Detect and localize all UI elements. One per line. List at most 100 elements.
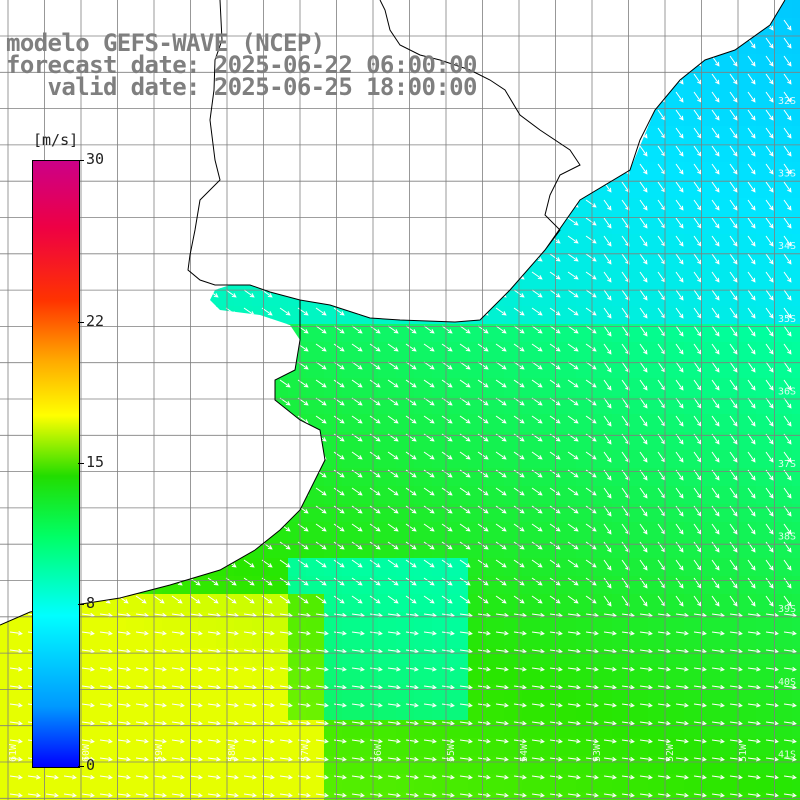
wind-arrow (423, 738, 437, 744)
wind-arrow (333, 271, 345, 280)
colorbar-tick-label: 0 (86, 756, 96, 774)
wind-arrow (693, 109, 702, 121)
wind-arrow (423, 145, 435, 154)
wind-arrow (729, 127, 738, 139)
wind-arrow (387, 774, 401, 780)
sea-cell (0, 666, 19, 685)
wind-arrow (315, 109, 327, 118)
sea-cell (324, 540, 343, 559)
wind-arrow (9, 702, 23, 708)
wind-arrow (477, 181, 489, 190)
wind-arrow (45, 774, 59, 780)
sea-cell (216, 792, 235, 800)
sea-cell (252, 450, 271, 469)
sea-cell (144, 126, 163, 145)
sea-cell (738, 18, 757, 37)
wind-arrow (603, 307, 612, 319)
wind-arrow (459, 738, 473, 744)
sea-cell (702, 72, 721, 91)
wind-arrow (675, 630, 689, 636)
wind-arrow (477, 379, 489, 388)
sea-cell (414, 486, 433, 505)
wind-arrow (369, 451, 381, 460)
sea-cell (702, 558, 721, 577)
wind-arrow (189, 774, 203, 780)
wind-arrow (747, 774, 761, 780)
sea-cell (720, 702, 739, 721)
sea-cell (180, 504, 199, 523)
wind-arrow (189, 163, 201, 172)
sea-cell (720, 0, 739, 19)
wind-arrow (495, 325, 507, 334)
sea-cell (666, 324, 685, 343)
sea-cell (0, 216, 19, 235)
wind-arrow (171, 756, 185, 762)
sea-cell (774, 486, 793, 505)
sea-cell (0, 324, 19, 343)
wind-arrow (441, 415, 453, 424)
sea-cell (90, 576, 109, 595)
sea-cell (270, 666, 289, 685)
sea-cell (396, 288, 415, 307)
wind-arrow (729, 451, 738, 463)
wind-arrow (225, 702, 239, 708)
wind-arrow (729, 792, 743, 798)
wind-arrow (783, 91, 792, 103)
wind-arrow (243, 648, 257, 654)
wind-arrow (729, 684, 743, 690)
latitude-label: 41S (778, 749, 796, 760)
wind-arrow (171, 523, 183, 532)
sea-cell (504, 522, 523, 541)
wind-arrow (459, 325, 471, 334)
wind-arrow (495, 451, 507, 460)
wind-arrow (153, 199, 165, 208)
sea-cell (792, 756, 800, 775)
sea-cell (180, 342, 199, 361)
sea-cell (234, 504, 253, 523)
wind-arrow (369, 415, 381, 424)
wind-arrow (405, 487, 417, 496)
wind-arrow (99, 541, 111, 550)
latitude-label: 36S (778, 386, 796, 397)
wind-arrow (675, 648, 689, 654)
wind-arrow (531, 19, 543, 28)
wind-arrow (99, 127, 111, 136)
wind-arrow (279, 415, 291, 424)
sea-cell (252, 144, 271, 163)
wind-arrow (333, 487, 345, 496)
sea-cell (360, 594, 379, 613)
sea-cell (792, 198, 800, 217)
sea-cell (684, 432, 703, 451)
sea-cell (594, 792, 613, 800)
wind-arrow (567, 451, 579, 460)
wind-arrow (783, 181, 792, 193)
wind-arrow (549, 756, 563, 762)
sea-cell (162, 414, 181, 433)
sea-cell (666, 738, 685, 757)
sea-cell (450, 198, 469, 217)
wind-arrow (153, 666, 167, 672)
sea-cell (522, 324, 541, 343)
wind-arrow (243, 343, 255, 352)
latitude-label: 38S (778, 532, 796, 543)
sea-cell (252, 432, 271, 451)
sea-cell (342, 666, 361, 685)
wind-arrow (711, 630, 725, 636)
wind-arrow (243, 271, 255, 280)
wind-arrow (549, 648, 563, 654)
wind-arrow (567, 235, 579, 244)
title-forecast-date: forecast date: 2025-06-22 06:00:00 (6, 51, 477, 79)
sea-cell (414, 198, 433, 217)
wind-arrow (495, 271, 507, 280)
wind-arrow (675, 738, 689, 744)
wind-arrow (279, 451, 291, 460)
wind-arrow (549, 720, 563, 726)
sea-cell (702, 36, 721, 55)
wind-arrow (747, 289, 756, 301)
wind-arrow (243, 199, 255, 208)
wind-arrow (81, 19, 93, 28)
sea-cell (774, 18, 793, 37)
sea-cell (252, 684, 271, 703)
sea-cell (396, 792, 415, 800)
sea-cell (450, 720, 469, 739)
